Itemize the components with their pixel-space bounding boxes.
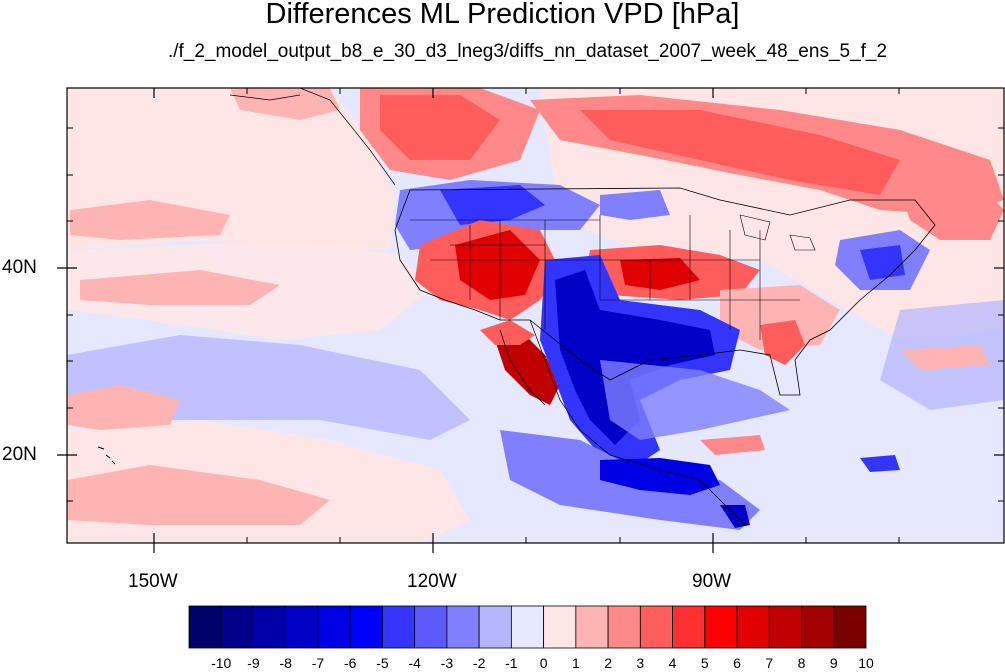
colorbar-tick-label: -5: [376, 655, 389, 671]
great-lakes: [739, 214, 816, 251]
pacific-nw-red: [70, 200, 230, 240]
colorbar-tick-label: -8: [279, 655, 292, 671]
pacific-mid-red: [80, 270, 280, 305]
x-tick-150w: 150W: [128, 571, 178, 592]
colorbar-swatch: [188, 605, 222, 649]
colorbar-swatch: [285, 605, 319, 649]
colorbar-tick-label: 5: [700, 655, 709, 671]
colorbar-swatch: [414, 605, 448, 649]
colorbar-swatch: [672, 605, 706, 649]
colorbar-tick-label: -2: [472, 655, 486, 671]
colorbar-tick-label: -7: [311, 655, 325, 671]
colorbar-tick-label: -10: [211, 655, 232, 671]
mexico-outline: [499, 319, 746, 526]
north-central-blue: [600, 190, 670, 220]
colorbar-swatch: [575, 605, 609, 649]
x-tick-90w: 90W: [692, 571, 732, 592]
us-outline: [394, 187, 936, 396]
colorbar-swatch: [220, 605, 254, 649]
baja-dark-red: [495, 330, 560, 405]
colorbar-tick-label: -4: [408, 655, 421, 671]
colorbar-tick-label: 2: [604, 655, 612, 671]
mexico-texas-dark-blue: [555, 270, 715, 445]
x-minor-ticks: [246, 88, 900, 543]
colorbar-tick-label: 8: [797, 655, 806, 671]
colorbar-tick-label: -1: [505, 655, 518, 671]
colorbar-swatch: [478, 605, 512, 649]
colorbar-swatch: [801, 605, 835, 649]
canada-red-core: [580, 110, 900, 195]
x-ticks: [153, 88, 714, 553]
baja-red-halo: [480, 320, 535, 345]
canada-coast: [229, 88, 396, 186]
colorbar-swatch: [253, 605, 287, 649]
colorbar-swatch: [317, 605, 351, 649]
alaska-red: [230, 88, 340, 120]
plains-red-core: [620, 258, 700, 290]
colorbar-swatch: [510, 605, 545, 649]
caribbean-blue: [860, 455, 900, 472]
caribbean-pink: [700, 435, 765, 455]
colorbar-swatch: [704, 605, 738, 649]
hawaii-outline: [97, 446, 116, 465]
sw-us-red-core: [455, 230, 540, 300]
colorbar-tick-label: -6: [343, 655, 357, 671]
colorbar-tick-label: 0: [539, 655, 548, 671]
east-canada-red: [900, 185, 1004, 240]
x-tick-120w: 120W: [407, 571, 457, 592]
pacific-west-red: [67, 385, 180, 430]
y-tick-20n: 20N: [2, 444, 37, 465]
colorbar-swatch: [382, 605, 416, 649]
chart-title: Differences ML Prediction VPD [hPa]: [265, 0, 740, 30]
colorbar: [188, 605, 867, 649]
colorbar-swatch: [833, 605, 867, 649]
chart-subtitle: ./f_2_model_output_b8_e_30_d3_lneg3/diff…: [167, 41, 888, 62]
pacific-nw-blue-core: [440, 185, 545, 225]
colorbar-tick-label: 9: [829, 655, 838, 671]
y-tick-40n: 40N: [2, 257, 37, 278]
colorbar-tick-label: 4: [668, 655, 677, 671]
southeast-pink: [720, 285, 840, 350]
colorbar-tick-label: 3: [636, 655, 645, 671]
florida-red: [760, 320, 805, 365]
y-ticks: [57, 267, 1004, 456]
state-lines: [410, 215, 800, 340]
colorbar-swatch: [543, 605, 577, 649]
colorbar-swatch: [736, 605, 770, 649]
central-america-blue: [600, 458, 720, 495]
pacific-south-red: [67, 465, 330, 525]
colorbar-swatch: [446, 605, 480, 649]
colorbar-tick-label: -9: [247, 655, 260, 671]
colorbar-tick-label: 7: [765, 655, 774, 671]
atlantic-pink: [900, 345, 990, 370]
colorbar-swatch: [639, 605, 673, 649]
colorbar-tick-label: 6: [733, 655, 741, 671]
gulf-blue: [600, 360, 790, 440]
colorbar-swatch: [607, 605, 641, 649]
colorbar-tick-label: 10: [858, 655, 874, 671]
y-minor-ticks: [67, 127, 1004, 502]
colorbar-tick-label: -3: [440, 655, 454, 671]
canada-west-core: [380, 95, 500, 160]
colorbar-swatch: [349, 605, 383, 649]
colorbar-tick-label: 1: [571, 655, 580, 671]
colorbar-swatch: [768, 605, 802, 649]
